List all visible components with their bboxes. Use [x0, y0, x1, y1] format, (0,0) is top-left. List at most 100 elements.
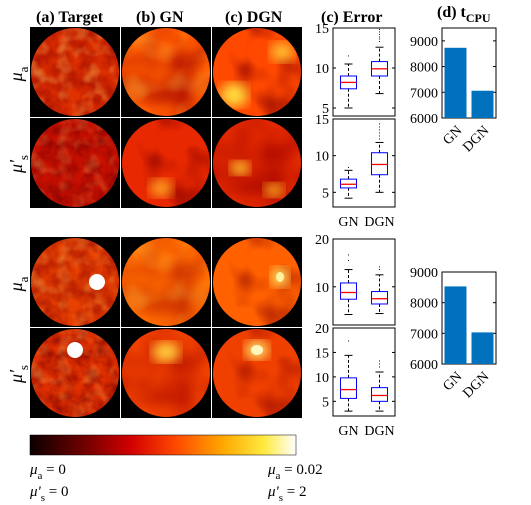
box-GN: · [340, 336, 357, 412]
panel-target-mua-2 [30, 237, 120, 327]
y-tick-label: 5 [322, 395, 329, 410]
x-tick-label: DGN [460, 369, 492, 401]
panel-target-mus-1 [30, 118, 120, 208]
outlier: · [378, 125, 381, 135]
panel-dgn-mus-1 [212, 118, 302, 208]
outlier: · [378, 359, 381, 369]
header-tcpu-sub: CPU [466, 11, 491, 25]
y-tick-label: 5 [322, 186, 329, 201]
box-GN: · [340, 162, 357, 199]
box-DGN: ·· [371, 262, 388, 315]
panel-gn-mus-2 [121, 328, 211, 418]
svg-text:μ's = 2: μ's = 2 [267, 484, 307, 504]
panel-gn-mua-1 [121, 27, 211, 117]
header-target: (a) Target [36, 9, 104, 26]
outlier: · [378, 37, 381, 47]
box-DGN: ··· [371, 356, 388, 412]
header-error: (c) Error [321, 9, 382, 26]
panel-target-mus-2 [30, 328, 120, 418]
y-tick-label: 15 [315, 346, 329, 361]
colorbar [29, 434, 297, 456]
outlier: · [378, 122, 381, 132]
outlier: · [347, 51, 350, 61]
box-iqr [340, 377, 357, 399]
y-tick-label: 10 [315, 371, 329, 386]
outlier: · [378, 25, 381, 35]
box-GN: ·· [340, 250, 357, 315]
panel-dgn-mua-2 [212, 237, 302, 327]
outlier: · [347, 250, 350, 260]
y-tick-label: 8000 [410, 297, 438, 312]
x-tick-label: GN [338, 424, 358, 439]
x-tick-label: DGN [460, 123, 492, 155]
outlier: · [378, 32, 381, 42]
header-tcpu: (d) tCPU [437, 4, 491, 25]
outlier: · [378, 131, 381, 141]
panel-dgn-mus-2 [212, 328, 302, 418]
y-tick-label: 15 [315, 22, 329, 37]
bar-DGN [471, 332, 494, 364]
axes-frame [441, 271, 497, 365]
outlier: · [378, 29, 381, 39]
row-label-mus-1: μ's [6, 155, 31, 174]
box-iqr [371, 387, 388, 402]
axes-frame [332, 238, 396, 326]
outlier: · [378, 134, 381, 144]
outlier: · [378, 119, 381, 129]
box-iqr [340, 282, 357, 300]
y-tick-label: 8000 [410, 61, 438, 76]
box-iqr [371, 152, 388, 176]
y-tick-label: 20 [315, 322, 329, 337]
svg-text:μ's = 0: μ's = 0 [29, 484, 69, 504]
outlier: · [378, 262, 381, 272]
box-DGN: ······ [371, 119, 388, 193]
axes-frame [332, 327, 396, 417]
row-label-mus-2: μ's [6, 365, 31, 384]
svg-text:μa: μa [6, 276, 31, 292]
outlier: · [378, 34, 381, 44]
svg-text:μa = 0: μa = 0 [29, 462, 66, 482]
axes-frame [441, 27, 497, 119]
box-GN: · [340, 51, 357, 109]
colorbar-high-labels: μa = 0.02 μ's = 2 [267, 462, 323, 504]
outlier: · [378, 128, 381, 138]
y-tick-label: 10 [315, 62, 329, 77]
y-tick-label: 6000 [410, 112, 438, 127]
y-tick-label: 6000 [410, 358, 438, 373]
colorbar-low-labels: μa = 0 μ's = 0 [29, 462, 69, 504]
bar-DGN [471, 90, 494, 118]
bar-GN [444, 286, 467, 364]
panel-dgn-mua-1 [212, 27, 302, 117]
axes-frame [332, 118, 396, 208]
x-tick-label: DGN [364, 424, 394, 439]
outlier: · [378, 356, 381, 366]
outlier: · [347, 162, 350, 172]
panel-target-mua-1 [30, 27, 120, 117]
svg-text:μ's: μ's [6, 155, 31, 174]
header-gn: (b) GN [136, 9, 184, 26]
svg-text:μa = 0.02: μa = 0.02 [267, 462, 323, 482]
header-dgn: (c) DGN [225, 9, 283, 26]
x-tick-label: GN [338, 215, 358, 230]
outlier: · [378, 265, 381, 275]
y-tick-label: 20 [315, 233, 329, 248]
box-iqr [371, 291, 388, 305]
y-tick-label: 15 [315, 113, 329, 128]
outlier: · [347, 336, 350, 346]
outlier: · [378, 362, 381, 372]
box-iqr [340, 178, 357, 189]
panel-gn-mua-2 [121, 237, 211, 327]
y-tick-label: 10 [315, 281, 329, 296]
panel-gn-mus-1 [121, 118, 211, 208]
y-tick-label: 7000 [410, 327, 438, 342]
outlier: · [378, 27, 381, 37]
row-label-mua-1: μa [6, 66, 31, 82]
